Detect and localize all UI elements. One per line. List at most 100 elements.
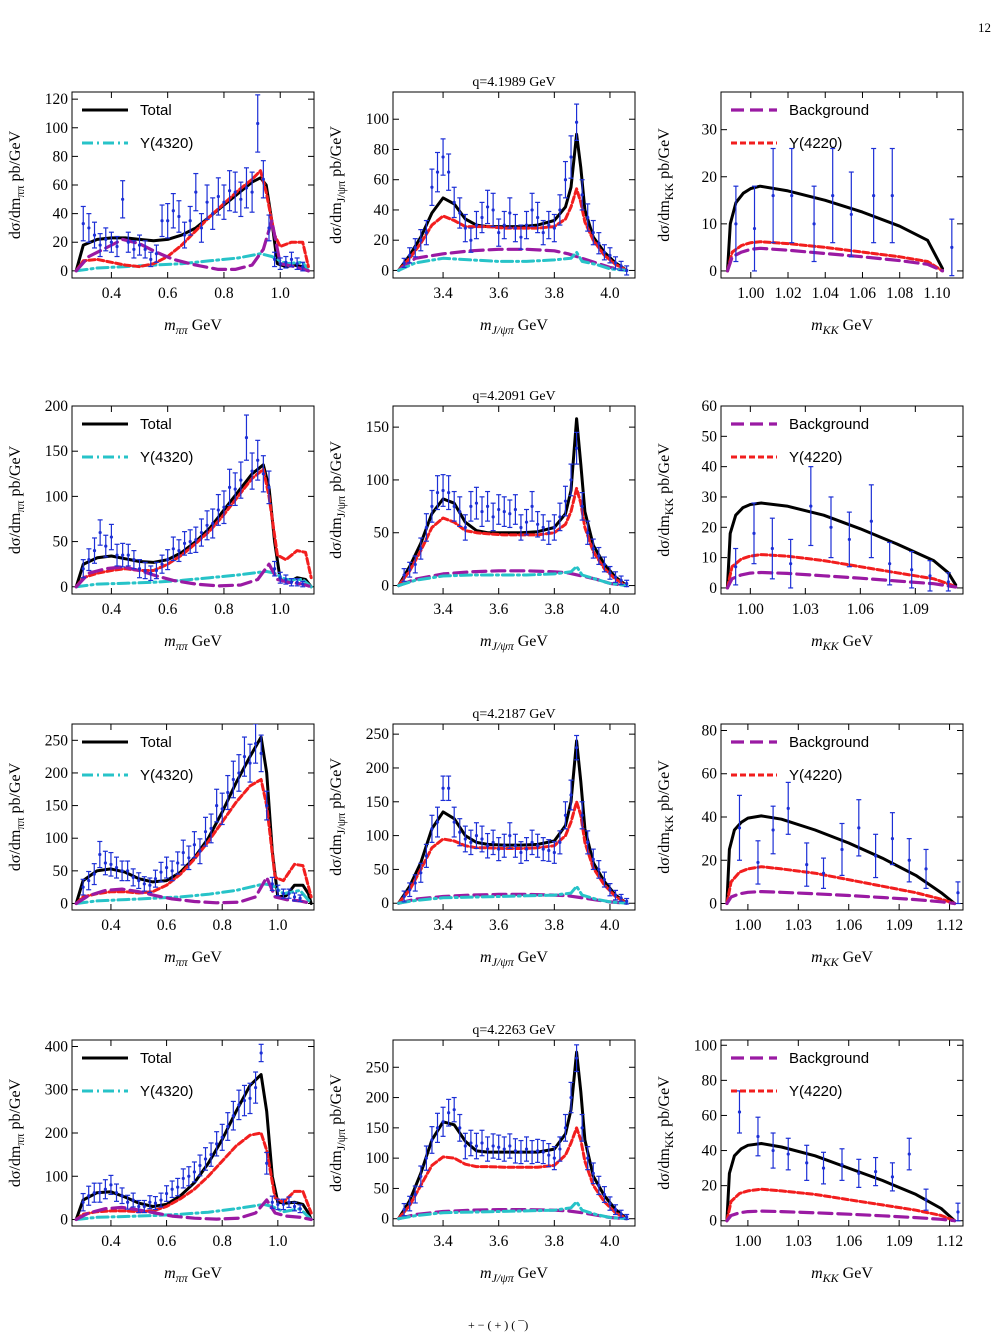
data-point [789, 562, 793, 566]
data-point [541, 847, 545, 851]
data-point [928, 574, 932, 578]
panel-title: q=4.1989 GeV [472, 75, 555, 90]
data-point [469, 238, 473, 242]
data-point [756, 860, 760, 865]
y-tick-label: 250 [366, 726, 390, 743]
data-point [209, 826, 213, 831]
data-point [182, 233, 187, 237]
data-point [298, 896, 302, 900]
data-point [536, 1149, 540, 1153]
data-point [198, 1163, 202, 1168]
data-point [109, 1183, 113, 1187]
panel-title: q=4.2263 GeV [472, 1023, 555, 1038]
data-point [752, 531, 756, 535]
data-point [441, 786, 445, 790]
data-point [805, 862, 809, 867]
series-line-y4320 [74, 882, 313, 905]
data-point [239, 197, 243, 201]
data-point [192, 843, 196, 847]
y-tick-label: 50 [374, 861, 390, 878]
data-point [752, 226, 757, 231]
x-tick-label: 1.06 [849, 285, 876, 302]
data-point [250, 469, 254, 473]
data-point [474, 501, 479, 505]
data-point [187, 1174, 191, 1178]
data-point [602, 562, 607, 567]
data-point [237, 771, 241, 775]
y-tick-label: 20 [702, 1178, 718, 1195]
data-point [430, 1138, 434, 1142]
x-axis-label: mKK GeV [811, 317, 873, 337]
y-tick-label: 0 [709, 263, 717, 280]
data-point [273, 257, 277, 261]
data-point [114, 1191, 119, 1195]
x-tick-label: 1.00 [734, 1233, 761, 1250]
y-tick-label: 50 [374, 1180, 390, 1197]
data-point [413, 881, 417, 885]
data-point [430, 827, 434, 831]
data-point [435, 170, 440, 174]
chart-panel: 1.00 1.02 1.04 1.06 1.08 1.10 0 10 20 30 Backgroun… [656, 91, 964, 337]
y-tick-label: 50 [53, 863, 69, 880]
y-axis-label: dσ/dmKK pb/GeV [656, 1076, 676, 1190]
data-point [536, 844, 540, 848]
chart-panel: 3.4 3.6 3.8 4.0 0 50 100 150 200 250 q=4.2187 GeV m… [328, 707, 636, 969]
data-point [435, 1126, 440, 1130]
data-point [608, 888, 612, 892]
data-point [131, 875, 135, 879]
data-point [131, 1198, 135, 1202]
data-point [497, 1145, 501, 1149]
data-point [171, 209, 175, 213]
chart-panel: 1.00 1.03 1.06 1.09 1.12 0 20 40 60 80 100 Backgrou… [656, 1037, 964, 1285]
data-point [402, 261, 406, 265]
data-point [92, 549, 97, 553]
data-point [524, 1147, 529, 1151]
data-point [541, 525, 545, 530]
data-point [452, 504, 456, 508]
x-tick-label: 1.06 [847, 601, 874, 618]
data-point [413, 562, 417, 567]
data-point [98, 1191, 102, 1195]
data-point [233, 190, 237, 194]
data-point [87, 1194, 91, 1198]
chart-panel: 0.4 0.6 0.8 1.0 0 50 100 150 200 Total Y(4320) mππ … [7, 398, 315, 653]
curves-layer [397, 739, 629, 905]
data-point [613, 893, 618, 897]
x-tick-label: 1.00 [737, 601, 764, 618]
y-axis-label: dσ/dmJ/ψπ pb/GeV [328, 1074, 348, 1192]
data-point [170, 869, 174, 873]
data-point [259, 751, 263, 755]
y-tick-label: 60 [702, 766, 718, 783]
data-point [284, 260, 288, 264]
legend-label: Total [140, 102, 172, 119]
data-point [215, 1142, 219, 1146]
data-point [98, 530, 102, 535]
y-tick-label: 30 [702, 122, 718, 139]
y-tick-label: 100 [694, 1037, 718, 1054]
data-point [301, 582, 305, 586]
data-point [198, 849, 202, 853]
x-axis-label: mJ/ψπ GeV [480, 1265, 548, 1285]
legend-label: Total [140, 416, 172, 433]
data-point [530, 208, 534, 212]
x-axis-label: mJ/ψπ GeV [480, 317, 548, 337]
x-tick-label: 3.4 [433, 917, 453, 934]
data-point [126, 240, 130, 244]
legend-label: Y(4320) [140, 449, 193, 466]
series-line-y4220 [74, 778, 313, 905]
series-line-total [725, 814, 957, 905]
data-point [519, 1150, 523, 1154]
data-point [890, 837, 895, 841]
data-point [215, 803, 219, 808]
y-tick-label: 80 [702, 1072, 718, 1089]
curves-layer [74, 463, 313, 589]
y-tick-label: 20 [702, 169, 718, 186]
y-tick-label: 150 [366, 1120, 390, 1137]
series-line-y4220 [725, 865, 957, 905]
y-tick-label: 100 [45, 120, 69, 137]
data-point [513, 1149, 517, 1153]
x-tick-label: 1.0 [268, 1233, 288, 1250]
x-axis-label: mππ GeV [164, 1265, 222, 1285]
y-tick-label: 200 [45, 1125, 69, 1142]
data-point [120, 869, 124, 873]
